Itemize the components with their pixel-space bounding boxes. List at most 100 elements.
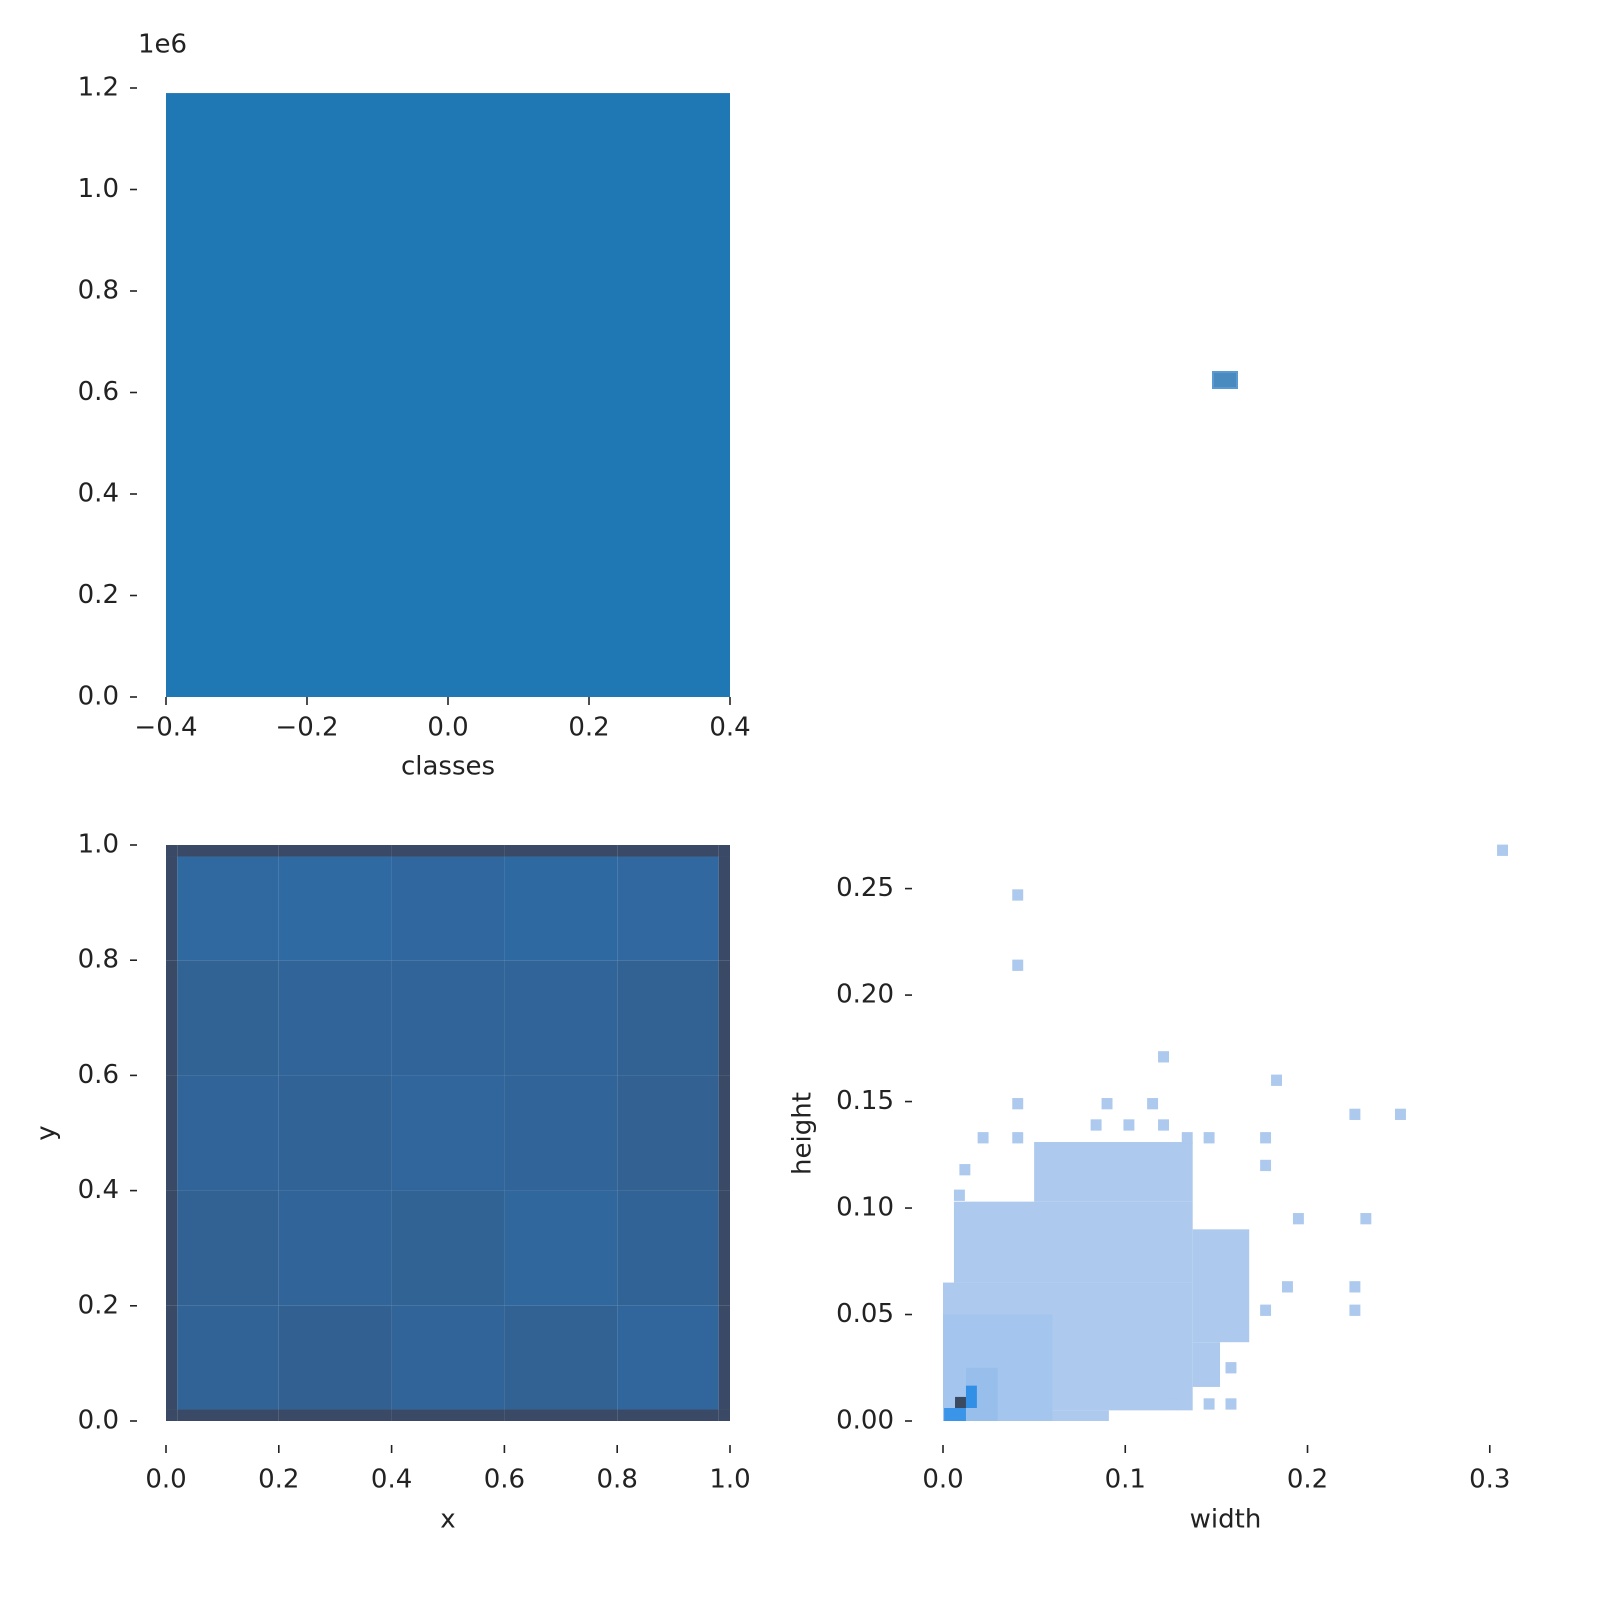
- heat-cell: [1012, 1132, 1024, 1144]
- x-tick-label: 0.0: [922, 1465, 963, 1495]
- heat-cell: [278, 1075, 392, 1191]
- heat-cell: [1123, 1119, 1135, 1131]
- heat-cell: [718, 1075, 730, 1191]
- heat-cell: [1012, 889, 1024, 901]
- heat-cell: [278, 1409, 392, 1421]
- heat-cell: [391, 960, 505, 1076]
- heat-cell: [1395, 1108, 1406, 1120]
- heat-cell: [1090, 1119, 1102, 1131]
- heat-cell: [166, 1075, 178, 1191]
- heat-cell: [391, 1305, 505, 1410]
- heat-cell: [953, 1189, 965, 1201]
- x-tick-label: 0.3: [1469, 1465, 1510, 1495]
- heat-cell: [1169, 1398, 1180, 1410]
- y-tick-label: 0.8: [78, 276, 119, 306]
- heat-cell: [504, 1190, 618, 1306]
- x-tick-label: 1.0: [709, 1465, 750, 1495]
- heat-cell: [718, 845, 730, 857]
- heat-region: [965, 1385, 977, 1409]
- heat-cell: [1349, 1281, 1361, 1293]
- x-tick-label: −0.4: [134, 713, 197, 743]
- y-tick-label: 0.0: [78, 682, 119, 712]
- heat-region: [955, 1396, 966, 1409]
- heat-cell: [617, 856, 719, 961]
- y-tick-label: 0.20: [836, 980, 894, 1010]
- heat-cell: [177, 845, 279, 857]
- heat-cell: [177, 1409, 279, 1421]
- heat-cell: [959, 1164, 971, 1176]
- heat-cell: [1012, 1098, 1024, 1110]
- heat-cell: [1282, 1281, 1293, 1293]
- heat-cell: [617, 1305, 719, 1410]
- x-tick-label: 0.1: [1105, 1465, 1146, 1495]
- heat-cell: [504, 845, 618, 857]
- heat-cell: [1181, 1132, 1193, 1144]
- heat-cell: [617, 1409, 719, 1421]
- heat-cell: [391, 845, 505, 857]
- y-tick-label: 0.6: [78, 377, 119, 407]
- heat-cell: [1158, 1119, 1169, 1131]
- heat-cell: [504, 856, 618, 961]
- y-tick-label: 0.4: [78, 479, 119, 509]
- x-axis-label: classes: [401, 752, 495, 782]
- heat-cell: [718, 1409, 730, 1421]
- heat-region: [1192, 1229, 1250, 1343]
- heat-cell: [166, 1409, 178, 1421]
- corner-marker: [1212, 371, 1238, 389]
- heat-cell: [278, 1190, 392, 1306]
- heat-cell: [166, 960, 178, 1076]
- heat-cell: [1225, 1398, 1237, 1410]
- y-tick-label: 0.2: [78, 1290, 119, 1320]
- y-axis-label: y: [32, 1125, 62, 1140]
- x-tick-label: 0.2: [258, 1465, 299, 1495]
- y-tick-label: 1.0: [78, 830, 119, 860]
- y-tick-label: 0.00: [836, 1406, 894, 1436]
- heat-cell: [718, 856, 730, 961]
- heat-cell: [1147, 1098, 1159, 1110]
- y-tick-label: 0.10: [836, 1193, 894, 1223]
- y-tick-label: 0.05: [836, 1299, 894, 1329]
- heat-cell: [1360, 1213, 1372, 1225]
- x-tick-label: 0.2: [1287, 1465, 1328, 1495]
- heat-cell: [1012, 959, 1024, 971]
- heat-region: [953, 1201, 1193, 1283]
- heat-cell: [166, 845, 178, 857]
- heat-cell: [177, 1190, 279, 1306]
- y-tick-label: 0.8: [78, 945, 119, 975]
- heat-cell: [1260, 1132, 1272, 1144]
- heat-cell: [1260, 1159, 1272, 1172]
- x-axis-label: x: [440, 1505, 455, 1535]
- heat-cell: [177, 960, 279, 1076]
- x-tick-label: −0.2: [275, 713, 338, 743]
- y-tick-label: 0.6: [78, 1060, 119, 1090]
- heat-region: [944, 1408, 966, 1421]
- heat-cell: [1158, 1051, 1169, 1063]
- x-tick-label: 0.8: [597, 1465, 638, 1495]
- heat-cell: [278, 960, 392, 1076]
- heat-cell: [617, 1190, 719, 1306]
- x-tick-label: 0.4: [371, 1465, 412, 1495]
- heat-cell: [391, 856, 505, 961]
- heat-cell: [1203, 1398, 1215, 1410]
- heat-cell: [1225, 1362, 1237, 1374]
- heat-cell: [166, 1305, 178, 1410]
- y-offset-label: 1e6: [138, 30, 187, 60]
- heat-cell: [504, 960, 618, 1076]
- heat-cell: [504, 1305, 618, 1410]
- heat-cell: [1271, 1074, 1282, 1086]
- heat-cell: [278, 845, 392, 857]
- x-tick-label: 0.0: [145, 1465, 186, 1495]
- heat-cell: [1203, 1132, 1215, 1144]
- heat-cell: [1349, 1304, 1361, 1316]
- heat-cell: [504, 1409, 618, 1421]
- y-axis-label: height: [788, 1092, 818, 1175]
- heat-cell: [177, 1305, 279, 1410]
- heat-region: [1034, 1142, 1193, 1202]
- heat-cell: [1497, 844, 1508, 856]
- heat-cell: [278, 1305, 392, 1410]
- heat-cell: [1349, 1108, 1361, 1120]
- x-axis-label: width: [1190, 1505, 1262, 1535]
- heat-cell: [718, 1190, 730, 1306]
- heat-cell: [1292, 1213, 1304, 1225]
